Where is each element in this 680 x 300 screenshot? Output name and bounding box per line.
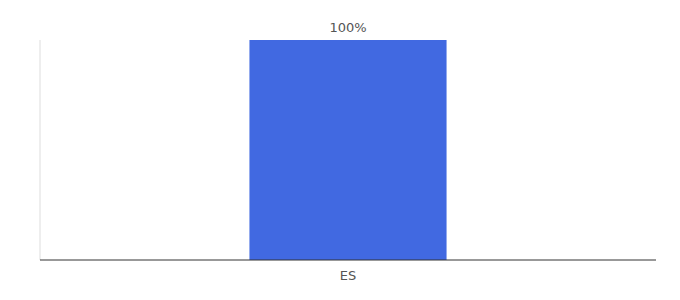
- data-label: 100%: [329, 20, 366, 35]
- y-axis-line: [40, 40, 41, 260]
- bars: [249, 40, 446, 260]
- bar: [249, 40, 446, 260]
- x-tick-label: ES: [340, 268, 356, 283]
- chart-svg: 100% ES: [0, 0, 680, 300]
- chart-container: 100% ES: [0, 0, 680, 300]
- x-axis-line: [40, 260, 656, 261]
